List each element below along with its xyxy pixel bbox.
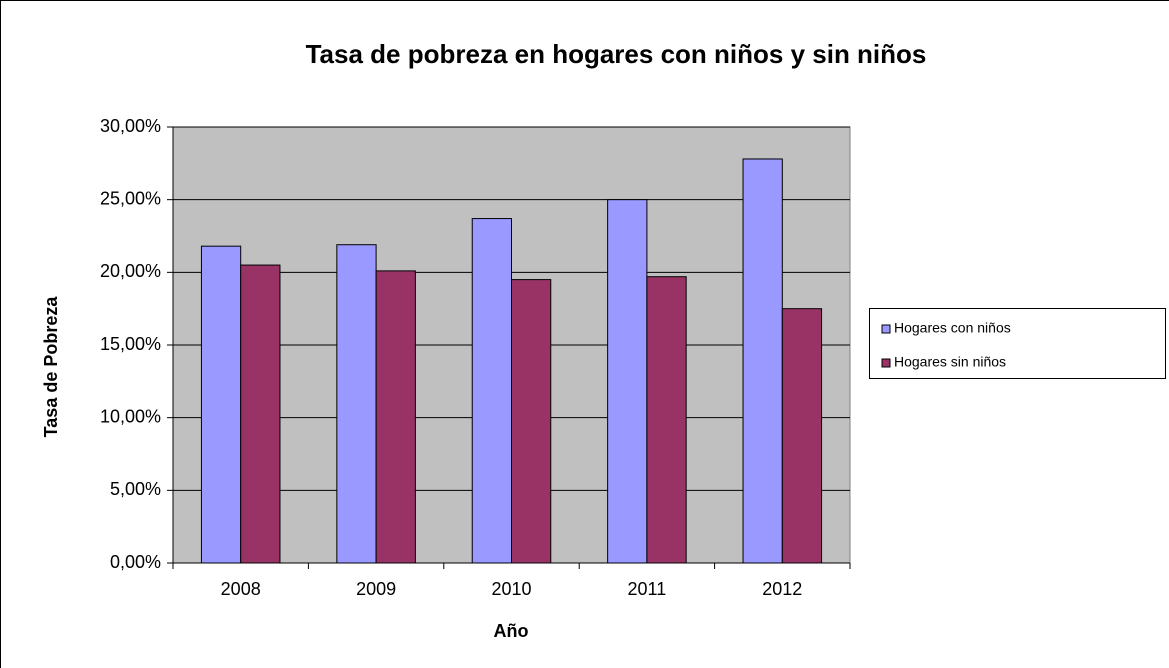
- bar: [240, 264, 281, 564]
- bar: [511, 279, 552, 564]
- legend-label: Hogares sin niños: [894, 354, 1006, 370]
- bar: [781, 308, 823, 564]
- x-tick-label: 2009: [356, 579, 396, 599]
- y-tick-label: 10,00%: [100, 406, 161, 426]
- x-tick-label: 2010: [491, 579, 531, 599]
- bar: [471, 218, 513, 564]
- y-axis-title: Tasa de Pobreza: [41, 296, 61, 438]
- y-tick-label: 30,00%: [100, 116, 161, 136]
- legend: [869, 308, 1166, 379]
- legend-swatch: [881, 324, 891, 334]
- bar: [607, 199, 648, 564]
- x-axis-title: Año: [494, 621, 529, 641]
- bar: [336, 244, 377, 564]
- bar: [375, 270, 416, 564]
- bar: [742, 158, 783, 564]
- x-tick-label: 2008: [221, 579, 261, 599]
- y-tick-label: 15,00%: [100, 334, 161, 354]
- y-tick-label: 20,00%: [100, 261, 161, 281]
- bar: [646, 276, 687, 564]
- y-tick-label: 5,00%: [110, 479, 161, 499]
- x-tick-label: 2012: [762, 579, 802, 599]
- bar: [200, 245, 242, 564]
- y-tick-label: 0,00%: [110, 552, 161, 572]
- legend-label: Hogares con niños: [894, 320, 1011, 336]
- chart-title: Tasa de pobreza en hogares con niños y s…: [306, 39, 927, 69]
- legend-swatch: [881, 358, 891, 368]
- y-tick-label: 25,00%: [100, 188, 161, 208]
- x-tick-label: 2011: [628, 579, 667, 599]
